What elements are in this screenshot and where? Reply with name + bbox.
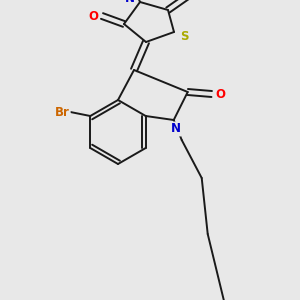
Text: S: S <box>180 29 188 43</box>
Text: O: O <box>88 10 98 22</box>
Text: N: N <box>125 0 135 4</box>
Text: S: S <box>192 0 200 1</box>
Text: N: N <box>171 122 181 136</box>
Text: O: O <box>216 88 226 100</box>
Text: Br: Br <box>55 106 70 118</box>
